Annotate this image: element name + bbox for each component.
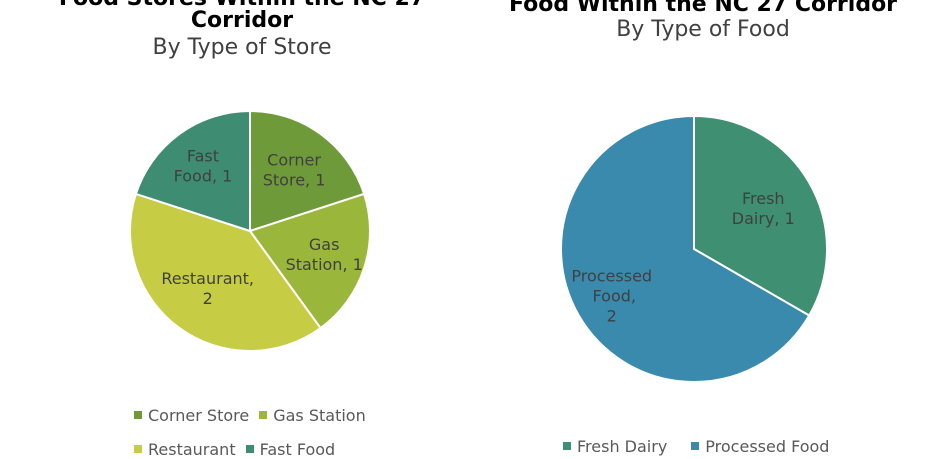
- chart2-subtitle: By Type of Food: [616, 17, 790, 42]
- legend-swatch: [563, 442, 571, 450]
- data-label-restaurant: Restaurant, 2: [161, 269, 254, 308]
- legend-item-gas-station: Gas Station: [259, 406, 366, 425]
- legend-swatch: [691, 442, 700, 450]
- pie-slice-restaurant: [129, 192, 322, 352]
- data-label-fast-food: Fast Food, 1: [174, 146, 233, 185]
- legend-label: Gas Station: [273, 406, 366, 425]
- legend-label: Processed Food: [705, 437, 830, 456]
- chart1-title-line2: Corridor: [190, 8, 294, 33]
- legend-swatch: [259, 411, 268, 419]
- chart1-pie: Corner Store, 1 Gas Station, 1 Restaurant, 2 F…: [129, 109, 371, 352]
- legend-swatch: [134, 411, 142, 419]
- legend-item-processed-food: Processed Food: [691, 437, 829, 456]
- legend-swatch: [245, 445, 254, 453]
- legend-label: Corner Store: [148, 406, 250, 425]
- data-label-fresh-dairy: Fresh Dairy, 1: [732, 189, 795, 228]
- pie-slice-fresh-dairy: [693, 114, 828, 317]
- legend-item-fresh-dairy: Fresh Dairy: [563, 437, 667, 456]
- data-label-corner-store: Corner Store, 1: [263, 150, 326, 189]
- pie-slice-gas-station: [248, 192, 371, 330]
- chart1-title-line1: Food Stores Within the NC 27: [59, 0, 425, 12]
- chart1-legend: Corner Store Gas Station: [134, 406, 376, 425]
- pie-slice-corner-store: [249, 109, 366, 233]
- pie-slice-processed-food: [560, 114, 811, 383]
- chart2-pie: Fresh Dairy, 1 Processed Food, 2: [560, 114, 828, 383]
- data-label-gas-station: Gas Station, 1: [286, 235, 363, 274]
- chart1-subtitle: By Type of Store: [152, 35, 332, 60]
- chart2-legend: Fresh Dairy Processed Food: [563, 437, 839, 456]
- legend-item-corner-store: Corner Store: [134, 406, 249, 425]
- chart2-title: Food Within the NC 27 Corridor: [508, 0, 898, 17]
- pie-slice-fast-food: [134, 109, 251, 233]
- data-label-processed-food: Processed Food, 2: [571, 267, 652, 326]
- legend-label: Fresh Dairy: [577, 437, 668, 456]
- legend-swatch: [134, 445, 142, 453]
